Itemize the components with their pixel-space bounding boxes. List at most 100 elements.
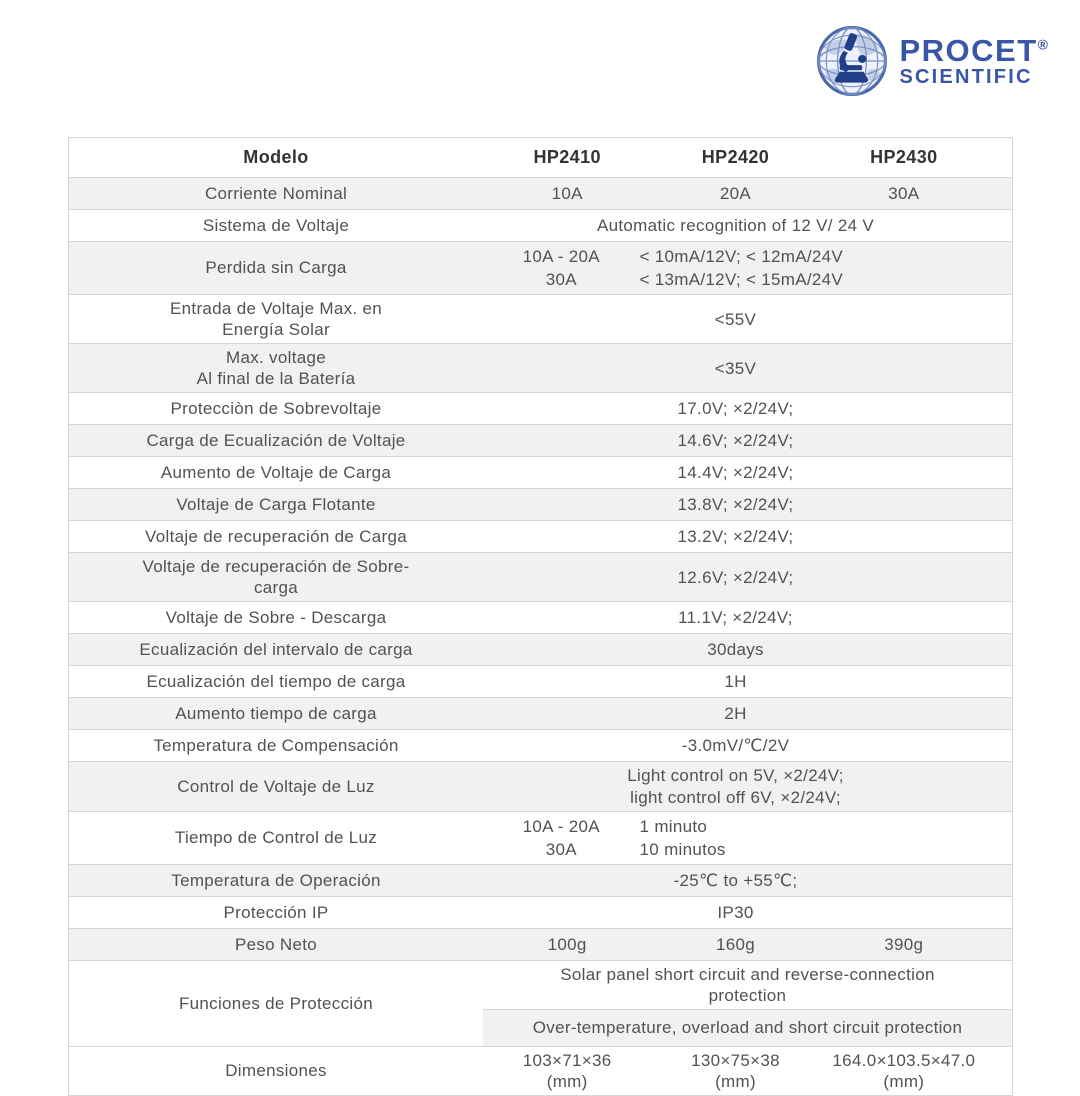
spec-row: Voltaje de Sobre - Descarga 11.1V; ×2/24V… — [69, 602, 1012, 635]
row-value-col: 20A — [719, 183, 752, 203]
row-label-line: Al final de la Batería — [196, 369, 356, 389]
header-model-hp2430: HP2430 — [870, 147, 938, 168]
row-value-pair: 30A < 13mA/12V; < 15mA/24V — [483, 268, 988, 291]
row-value: 17.0V; ×2/24V; — [677, 399, 794, 419]
registered-mark: ® — [1037, 36, 1048, 53]
row-value-col: 10A — [551, 183, 583, 203]
row-label: Protección IP — [69, 897, 483, 928]
row-value: 2H — [724, 704, 747, 724]
row-label: Sistema de Voltaje — [69, 210, 483, 241]
row-value-col: 130×75×38 (mm) — [651, 1050, 819, 1092]
spec-row: Tiempo de Control de Luz 10A - 20A 1 minut… — [69, 811, 1012, 865]
spec-row: Perdida sin Carga 10A - 20A < 10mA/12V; < … — [69, 242, 1012, 295]
row-label-line: Corriente Nominal — [204, 183, 348, 203]
header-model-hp2410: HP2410 — [533, 147, 601, 168]
row-value-col: 103×71×36 (mm) — [483, 1050, 651, 1092]
spec-row: Corriente Nominal 10A 20A 30A — [69, 178, 1012, 210]
row-label-line: Dimensiones — [225, 1061, 327, 1081]
row-label-line: Energía Solar — [222, 320, 330, 340]
row-value: -3.0mV/℃/2V — [681, 736, 790, 756]
row-label: Entrada de Voltaje Max. en Energía Solar — [69, 295, 483, 343]
row-value-pair: 30A 10 minutos — [483, 838, 988, 861]
brand-name: PROCET® — [899, 32, 1048, 68]
spec-row: Carga de Ecualización de Voltaje 14.6V; ×… — [69, 425, 1012, 458]
row-values: -25℃ to +55℃; — [483, 865, 1012, 896]
row-label-line: Tiempo de Control de Luz — [174, 828, 378, 848]
row-value: Automatic recognition of 12 V/ 24 V — [597, 215, 874, 235]
row-label: Voltaje de Sobre - Descarga — [69, 602, 483, 633]
row-label-line: Temperatura de Compensación — [153, 736, 399, 756]
row-label-line: Voltaje de Sobre - Descarga — [165, 608, 387, 628]
row-values: Solar panel short circuit and reverse-co… — [483, 961, 1012, 1046]
row-label-line: Aumento tiempo de carga — [175, 704, 377, 724]
row-value-sub: 30A — [545, 839, 577, 859]
row-value: 13.8V; ×2/24V; — [677, 495, 794, 515]
row-label-line: Temperatura de Operación — [171, 870, 381, 890]
row-values: IP30 — [483, 897, 1012, 928]
row-label-line: Protecciòn de Sobrevoltaje — [170, 399, 382, 419]
row-value-sub: 30A — [545, 269, 577, 289]
row-label: Aumento tiempo de carga — [69, 698, 483, 729]
row-values: 11.1V; ×2/24V; — [483, 602, 1012, 633]
row-values: <55V — [483, 295, 1012, 343]
row-value-line: (mm) — [546, 1071, 588, 1091]
header-model-hp2420: HP2420 — [701, 147, 770, 168]
row-value-pair: 10A - 20A 1 minuto — [483, 815, 988, 838]
row-values: 12.6V; ×2/24V; — [483, 553, 1012, 601]
row-value-sub: 1 minuto — [639, 816, 708, 836]
spec-row: Protecciòn de Sobrevoltaje 17.0V; ×2/24V; — [69, 393, 1012, 426]
row-value-col: 164.0×103.5×47.0 (mm) — [820, 1050, 988, 1092]
row-label: Control de Voltaje de Luz — [69, 762, 483, 810]
spec-row: Sistema de Voltaje Automatic recognition … — [69, 210, 1012, 242]
spec-row: Max. voltage Al final de la Batería <35V — [69, 344, 1012, 394]
row-label-line: Entrada de Voltaje Max. en — [170, 299, 382, 318]
row-value: 13.2V; ×2/24V; — [677, 527, 794, 547]
row-label-line: Sistema de Voltaje — [202, 215, 350, 235]
row-label-line: Control de Voltaje de Luz — [177, 777, 375, 796]
spec-row: Aumento tiempo de carga 2H — [69, 698, 1012, 731]
row-label: Peso Neto — [69, 929, 483, 960]
row-label: Dimensiones — [69, 1047, 483, 1095]
row-value-col: 100g — [547, 934, 587, 954]
row-values: Light control on 5V, ×2/24V; light contro… — [483, 762, 1012, 810]
row-label-line: Funciones de Protección — [178, 993, 373, 1013]
row-value-col: 30A — [888, 183, 920, 203]
spec-row: Temperatura de Compensación -3.0mV/℃/2V — [69, 730, 1012, 763]
row-label: Protecciòn de Sobrevoltaje — [69, 393, 483, 424]
row-label-line: Carga de Ecualización de Voltaje — [146, 431, 406, 451]
row-values: 10A - 20A 1 minuto 30A 10 minutos — [483, 812, 1012, 864]
spec-row: Peso Neto 100g 160g 390g — [69, 928, 1012, 961]
spec-row: Ecualización del intervalo de carga 30day… — [69, 634, 1012, 667]
row-label-line: Perdida sin Carga — [205, 258, 347, 278]
row-label: Corriente Nominal — [69, 178, 483, 209]
row-value-line: 164.0×103.5×47.0 — [832, 1050, 976, 1070]
spec-row: Ecualización del tiempo de carga 1H — [69, 666, 1012, 699]
brand-logo: PROCET® SCIENTIFIC — [815, 24, 1048, 98]
row-value-line: 103×71×36 — [522, 1050, 612, 1070]
row-label-line: carga — [253, 578, 299, 598]
row-values: 13.8V; ×2/24V; — [483, 489, 1012, 520]
row-value-sub: < 10mA/12V; < 12mA/24V — [639, 246, 844, 266]
row-value: Light control on 5V, ×2/24V; — [627, 766, 844, 786]
spec-row: Entrada de Voltaje Max. en Energía Solar <… — [69, 295, 1012, 345]
row-values: 2H — [483, 698, 1012, 729]
row-value-col: 160g — [715, 934, 755, 954]
spec-row: Voltaje de recuperación de Carga 13.2V; ×… — [69, 521, 1012, 554]
row-label: Temperatura de Compensación — [69, 730, 483, 761]
row-value-pair: 10A - 20A < 10mA/12V; < 12mA/24V — [483, 245, 988, 268]
row-label: Voltaje de recuperación de Sobre-carga — [69, 553, 483, 601]
row-values: Automatic recognition of 12 V/ 24 V — [483, 210, 1012, 241]
row-values: <35V — [483, 344, 1012, 392]
row-values: 30days — [483, 634, 1012, 665]
row-values: 10A 20A 30A — [483, 178, 1012, 209]
row-value-sub: < 13mA/12V; < 15mA/24V — [639, 269, 844, 289]
row-value-stack-cell: Solar panel short circuit and reverse-co… — [560, 964, 935, 1005]
row-value: <35V — [714, 358, 757, 378]
row-values: 103×71×36 (mm) 130×75×38 (mm) 164.0×103.5×47… — [483, 1047, 1012, 1095]
row-values: 14.6V; ×2/24V; — [483, 425, 1012, 456]
brand-name-label: PROCET — [899, 32, 1038, 68]
row-values: 10A - 20A < 10mA/12V; < 12mA/24V 30A < 13mA… — [483, 242, 1012, 294]
row-label: Carga de Ecualización de Voltaje — [69, 425, 483, 456]
row-value-line: (mm) — [883, 1071, 925, 1091]
